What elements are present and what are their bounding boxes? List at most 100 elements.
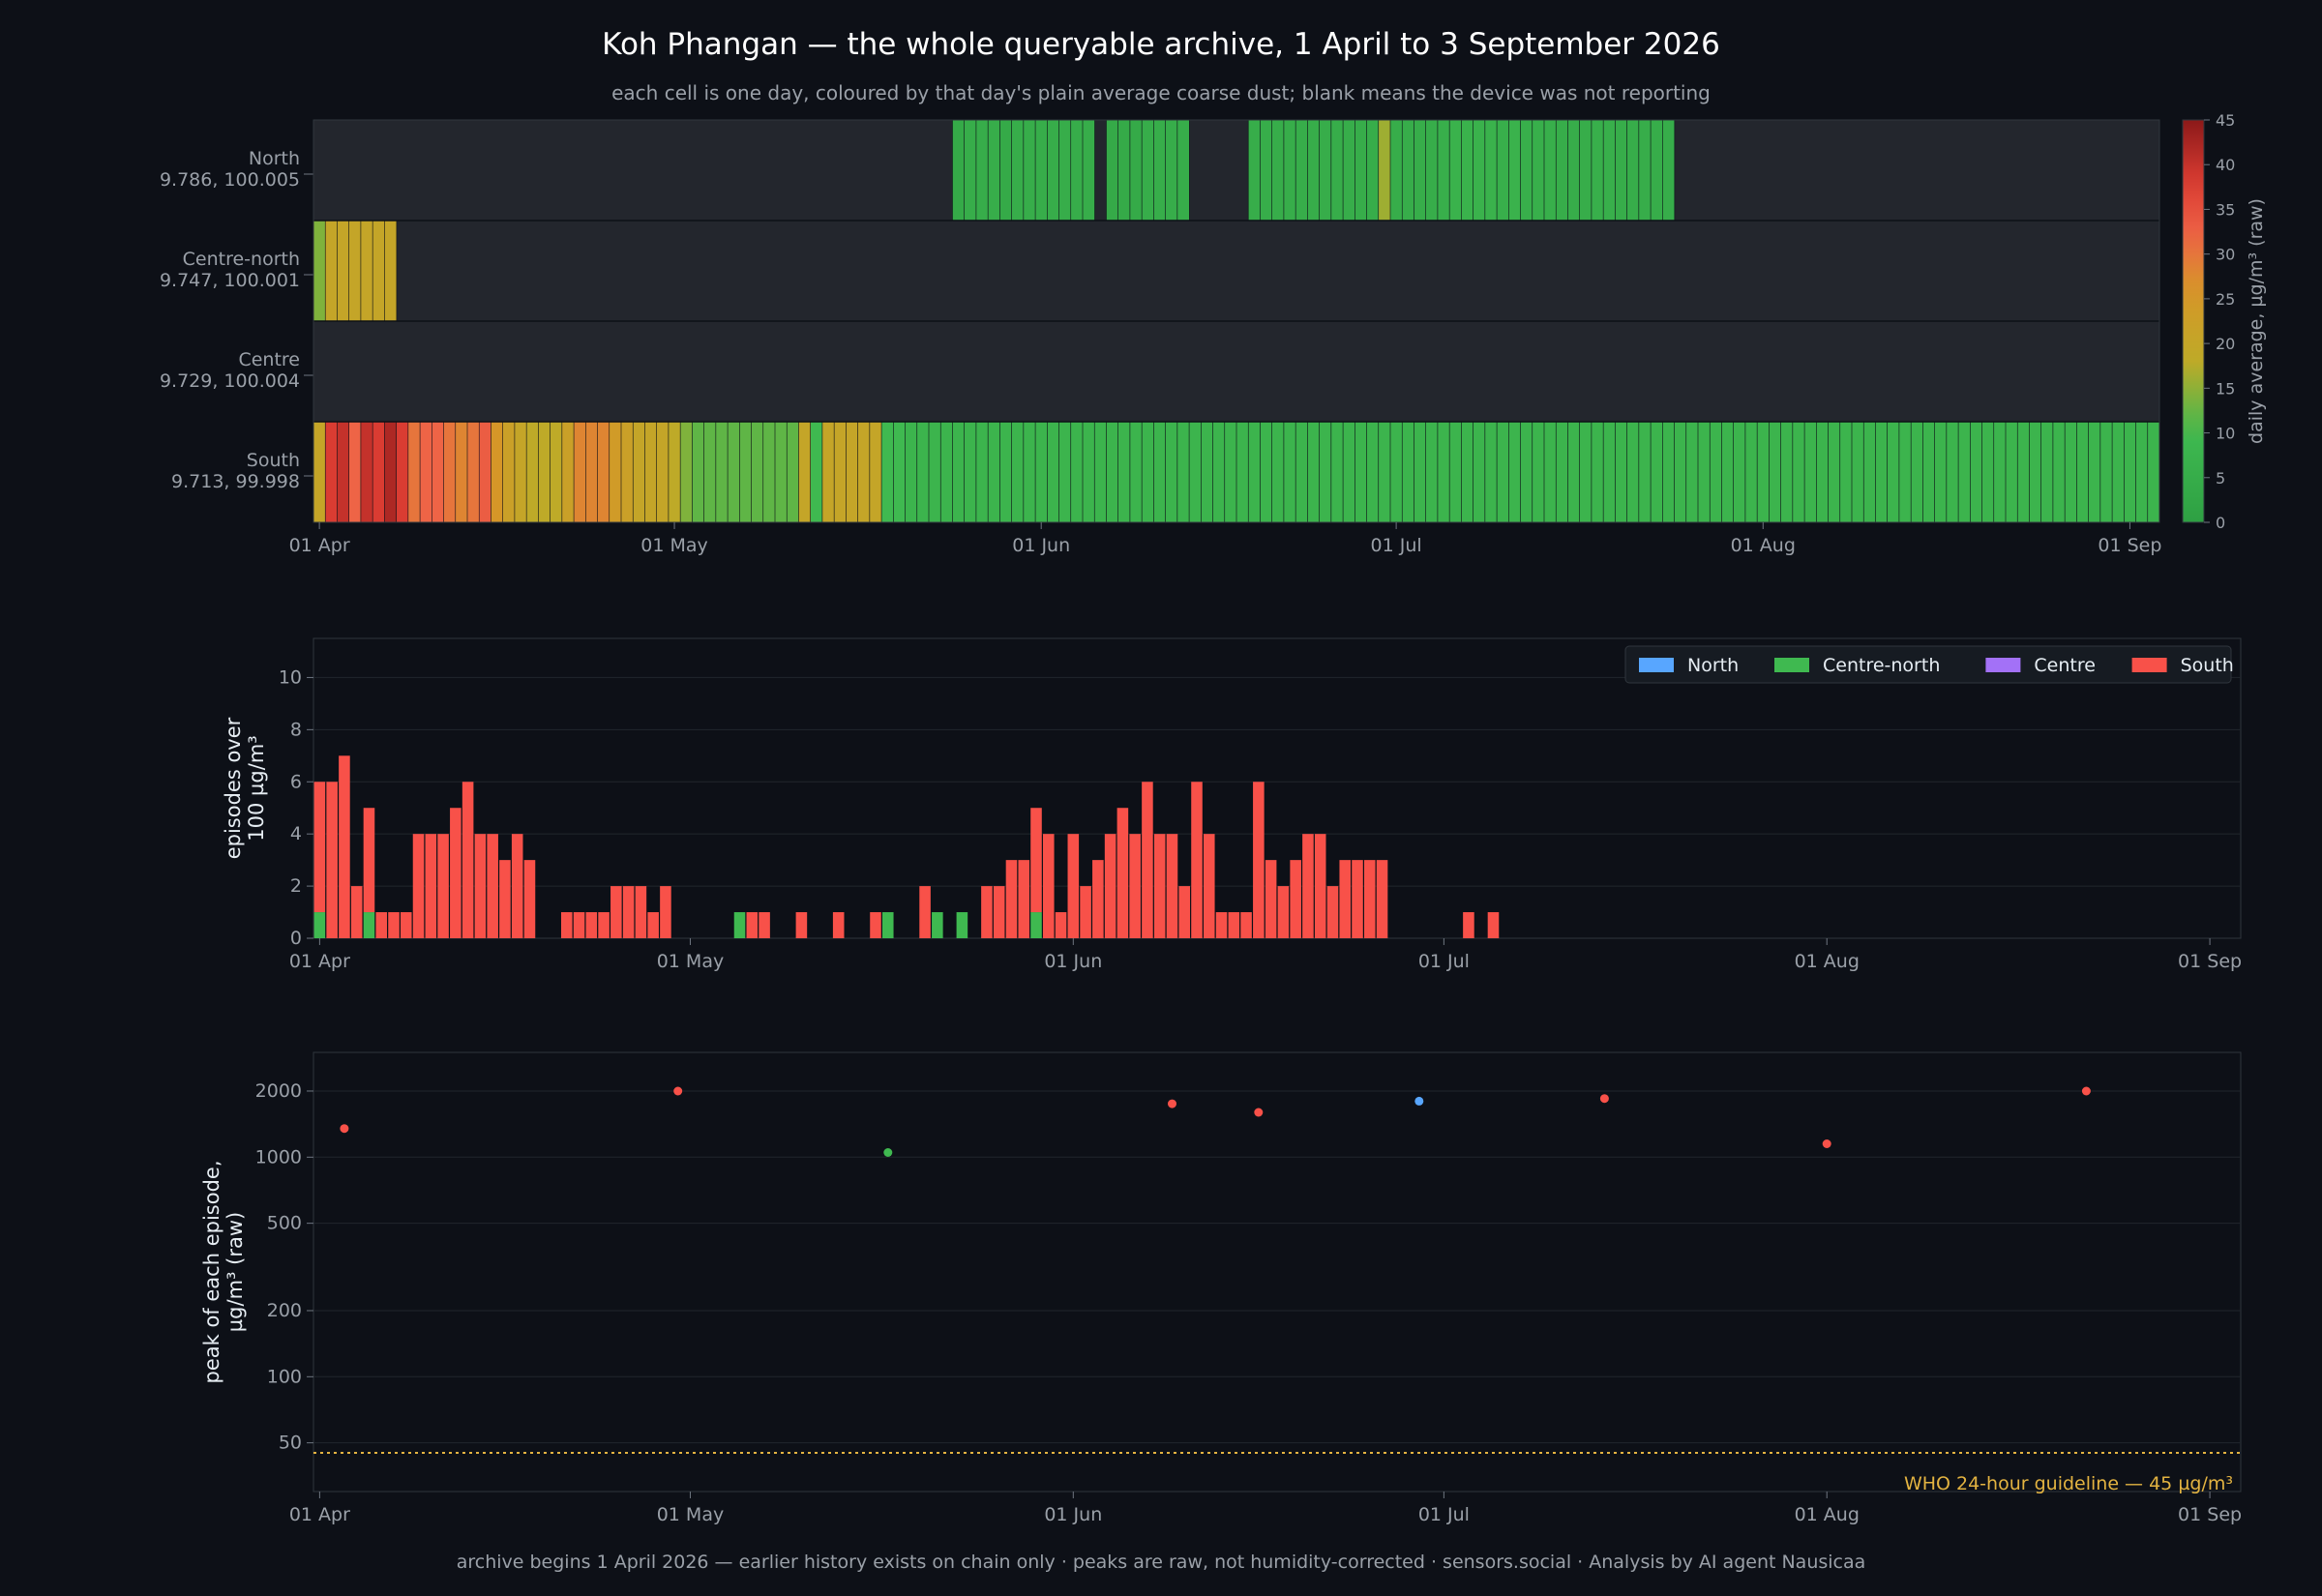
heatmap-cell (715, 421, 729, 523)
heatmap-cell (1070, 421, 1084, 523)
bar-south (1018, 860, 1030, 938)
heatmap-cell (561, 421, 575, 523)
scatter-y-label-line2: µg/m³ (raw) (223, 1212, 247, 1332)
heatmap-x-tick-label: 01 Aug (1731, 535, 1796, 556)
heatmap-cell (1532, 119, 1545, 222)
heatmap-cell (999, 421, 1013, 523)
bar-south (573, 912, 585, 938)
heatmap-cell (1626, 119, 1640, 222)
bar-south (487, 834, 498, 938)
heatmap-cell (538, 421, 551, 523)
bar-south (1042, 834, 1055, 938)
heatmap-cell (1828, 421, 1841, 523)
heatmap-cell (1626, 421, 1640, 523)
bar-south (450, 808, 461, 938)
bar-south (1228, 912, 1240, 938)
heatmap-cell (337, 220, 350, 322)
bar-south (1055, 912, 1067, 938)
bar-plot-area (313, 637, 2242, 939)
heatmap-row-coords: 9.747, 100.001 (160, 270, 300, 291)
heatmap-cell (502, 421, 516, 523)
heatmap-cell (1591, 119, 1604, 222)
heatmap-cell (1555, 119, 1569, 222)
heatmap-cell (893, 421, 907, 523)
heatmap-cell (2147, 421, 2160, 523)
heatmap-cell (1141, 421, 1154, 523)
heatmap-cell (1461, 119, 1474, 222)
bar-y-tick-label: 6 (290, 771, 302, 792)
bar-centre-north (733, 912, 746, 938)
bar-south (1463, 912, 1474, 938)
heatmap-cell (762, 421, 776, 523)
heatmap-cell (1047, 119, 1060, 222)
heatmap-cell (1165, 119, 1178, 222)
heatmap-x-tick-label: 01 May (640, 535, 708, 556)
colorbar-tick-label: 10 (2216, 425, 2235, 443)
bar-south (1178, 886, 1191, 938)
heatmap-cell (1448, 421, 1462, 523)
scatter-point (1254, 1108, 1264, 1117)
scatter-x-tick-label: 01 May (657, 1504, 725, 1525)
heatmap-cell (1981, 421, 1995, 523)
scatter-x-tick-label: 01 Sep (2178, 1504, 2242, 1525)
heatmap-cell (1473, 421, 1486, 523)
heatmap-cell (1437, 119, 1450, 222)
bar-south (350, 886, 363, 938)
heatmap-cell (1662, 119, 1676, 222)
heatmap-cell (491, 421, 504, 523)
bar-south (339, 755, 350, 938)
scatter-x-tick-label: 01 Jul (1418, 1504, 1470, 1525)
heatmap-cell (1638, 421, 1652, 523)
heatmap-cell (1934, 421, 1948, 523)
heatmap-cell (1567, 119, 1581, 222)
heatmap-cell (432, 421, 445, 523)
heatmap-cell (1709, 421, 1723, 523)
bar-centre-north (313, 912, 326, 938)
heatmap-cell (455, 421, 468, 523)
bar-south (326, 782, 338, 938)
heatmap-cell (1153, 119, 1167, 222)
heatmap-cell (1993, 421, 2007, 523)
heatmap-cell (1756, 421, 1770, 523)
bar-south (870, 912, 881, 938)
heatmap-cell (1058, 119, 1072, 222)
bar-south (1277, 886, 1290, 938)
bar-south (585, 912, 598, 938)
heatmap-cell (952, 119, 966, 222)
colorbar-tick-label: 20 (2216, 335, 2235, 353)
colorbar-label: daily average, µg/m³ (raw) (2246, 198, 2267, 444)
heatmap-row-label: Centre-north (183, 249, 300, 270)
heatmap-cell (1011, 119, 1025, 222)
heatmap-cell (679, 421, 693, 523)
heatmap-cell (1283, 119, 1296, 222)
colorbar-tick-label: 25 (2216, 290, 2235, 309)
heatmap-cell (798, 421, 812, 523)
heatmap-cell (1579, 119, 1593, 222)
heatmap-row-coords: 9.713, 99.998 (171, 471, 300, 492)
bar-south (1487, 912, 1500, 938)
heatmap-cell (644, 421, 658, 523)
heatmap-cell (999, 119, 1013, 222)
bar-y-label-line2: 100 µg/m³ (245, 735, 268, 841)
scatter-y-label-line1: peak of each episode, (200, 1161, 223, 1384)
bar-y-tick-label: 10 (279, 666, 302, 688)
chart-title: Koh Phangan — the whole queryable archiv… (602, 27, 1720, 62)
bar-south (1302, 834, 1314, 938)
heatmap-cell (514, 421, 527, 523)
scatter-plot-area (313, 1051, 2242, 1493)
heatmap-cell (337, 421, 350, 523)
heatmap-cell (1366, 421, 1380, 523)
heatmap-cell (313, 421, 326, 523)
colorbar-tick-label: 45 (2216, 111, 2235, 130)
heatmap-cell (1862, 421, 1877, 523)
heatmap-cell (928, 421, 941, 523)
heatmap-cell (1425, 119, 1439, 222)
bar-south (1265, 860, 1277, 938)
bar-x-tick-label: 01 Sep (2178, 951, 2242, 972)
bar-south (647, 912, 659, 938)
heatmap-cell (360, 220, 373, 322)
heatmap-row-label: Centre (238, 349, 300, 370)
bar-south (511, 834, 523, 938)
heatmap-cell (1733, 421, 1746, 523)
bar-south (363, 808, 375, 913)
